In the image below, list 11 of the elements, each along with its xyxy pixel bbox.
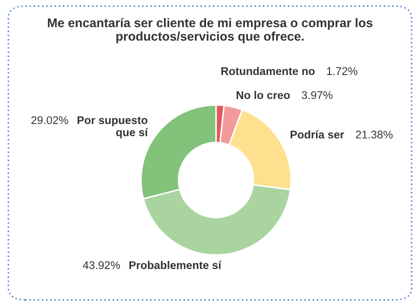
slice-label: Por supuesto que sí: [78, 116, 148, 138]
data-label: 43.92%: [82, 261, 120, 270]
data-label: 29.02%: [31, 116, 68, 124]
slice-label: No lo creo: [236, 90, 290, 100]
slice-label: Podría ser: [290, 130, 344, 139]
data-label: 3.97%: [302, 91, 332, 100]
slice-label: Probablemente sí: [129, 260, 222, 270]
slice-label: Rotundamente no: [221, 66, 315, 76]
data-label: 1.72%: [327, 67, 358, 76]
chart-title: Me encantaría ser cliente de mi empresa o comprar los productos/servicios que ofrece.: [48, 18, 372, 44]
data-label: 21.38%: [356, 130, 393, 139]
